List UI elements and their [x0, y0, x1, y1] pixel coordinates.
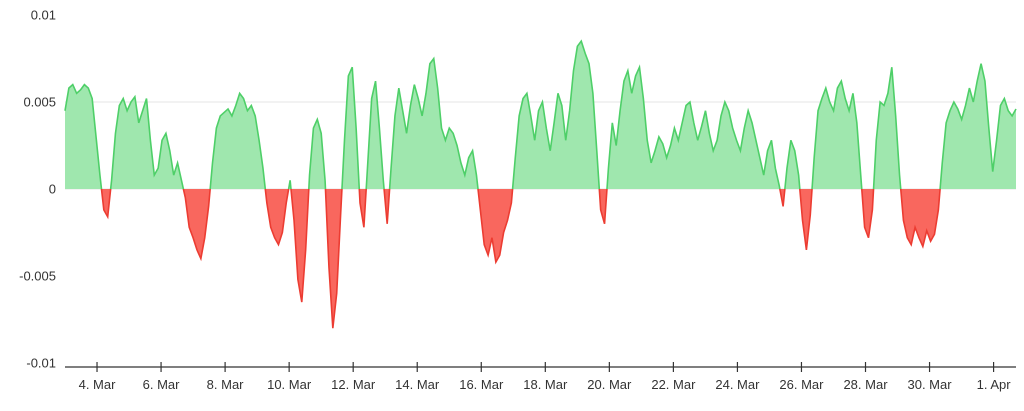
x-axis-tick-label: 16. Mar	[459, 377, 504, 392]
y-axis-tick-label: 0.005	[23, 95, 56, 110]
x-axis-tick-label: 30. Mar	[908, 377, 953, 392]
x-axis-tick-label: 8. Mar	[207, 377, 245, 392]
x-axis-tick-label: 24. Mar	[715, 377, 760, 392]
x-axis-tick-label: 1. Apr	[977, 377, 1012, 392]
y-axis-tick-label: -0.005	[19, 269, 56, 284]
y-axis-tick-label: 0	[49, 182, 56, 197]
x-axis-tick-label: 12. Mar	[331, 377, 376, 392]
x-axis-tick-label: 18. Mar	[523, 377, 568, 392]
x-axis-tick-label: 22. Mar	[651, 377, 696, 392]
y-axis-tick-label: -0.01	[26, 356, 56, 371]
negative-area	[65, 189, 1016, 329]
x-axis-tick-label: 20. Mar	[587, 377, 632, 392]
y-axis-tick-label: 0.01	[31, 8, 56, 23]
x-axis-tick-label: 26. Mar	[779, 377, 824, 392]
x-axis-tick-label: 6. Mar	[143, 377, 181, 392]
x-axis-tick-label: 14. Mar	[395, 377, 440, 392]
positive-area	[65, 41, 1016, 189]
x-axis-tick-label: 28. Mar	[843, 377, 888, 392]
x-axis-tick-label: 10. Mar	[267, 377, 312, 392]
positive-line	[64, 39, 1017, 189]
x-axis-tick-label: 4. Mar	[79, 377, 117, 392]
